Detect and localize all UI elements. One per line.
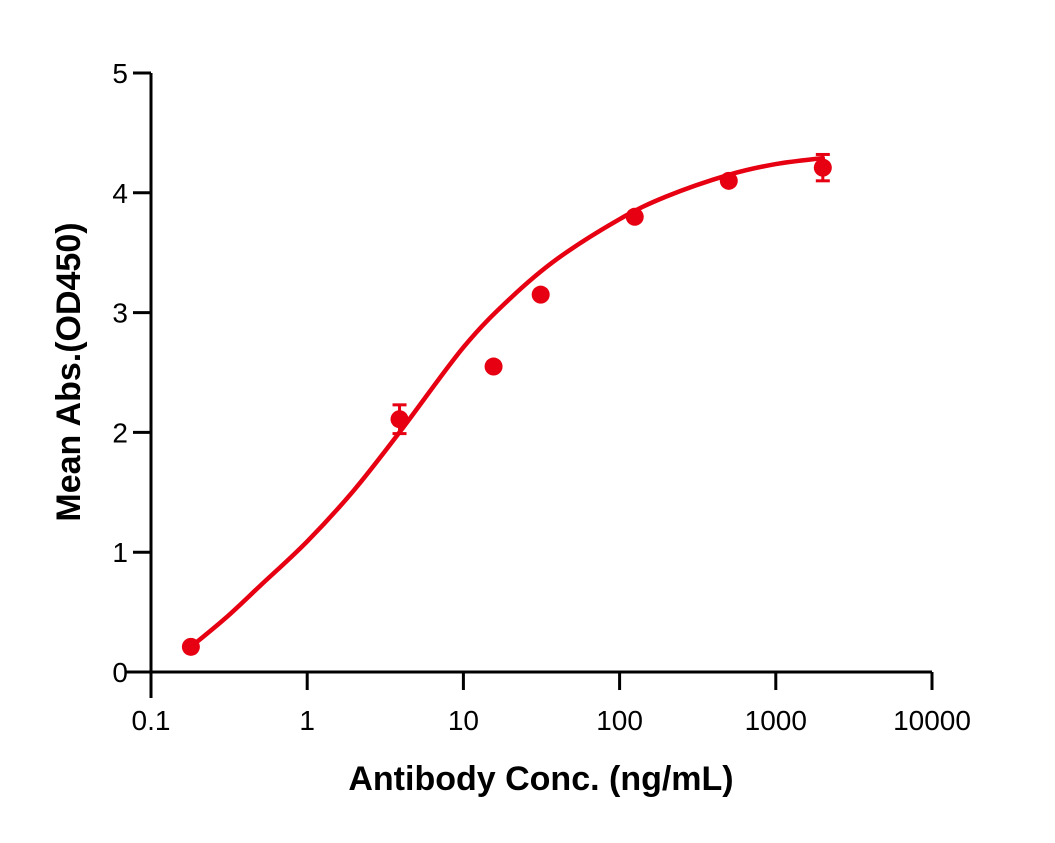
data-point: [181, 637, 200, 656]
data-point: [531, 285, 550, 304]
data-point: [625, 207, 644, 226]
x-tick-label: 100: [596, 705, 643, 736]
y-axis-title: Mean Abs.(OD450): [50, 222, 88, 521]
y-tick-labels: 0 1 2 3 4 5: [112, 58, 128, 688]
y-tick-label: 0: [112, 657, 128, 688]
x-tick-labels: 0.1 1 10 100 1000 10000: [132, 705, 971, 736]
y-tick-label: 1: [112, 537, 128, 568]
axes: [125, 71, 934, 698]
x-tick-label: 10000: [893, 705, 971, 736]
y-tick-label: 4: [112, 178, 128, 209]
data-point: [390, 410, 409, 429]
y-tick-label: 5: [112, 58, 128, 89]
x-tick-label: 1000: [745, 705, 807, 736]
x-tick-label: 1: [299, 705, 315, 736]
y-tick-label: 3: [112, 298, 128, 329]
data-point: [719, 171, 738, 190]
data-points: [181, 152, 832, 656]
x-tick-label: 10: [448, 705, 479, 736]
y-tick-label: 2: [112, 417, 128, 448]
data-point: [813, 158, 832, 177]
x-tick-label: 0.1: [132, 705, 171, 736]
fit-curve: [188, 155, 826, 650]
x-axis-title: Antibody Conc. (ng/mL): [348, 760, 733, 798]
data-point: [484, 357, 503, 376]
